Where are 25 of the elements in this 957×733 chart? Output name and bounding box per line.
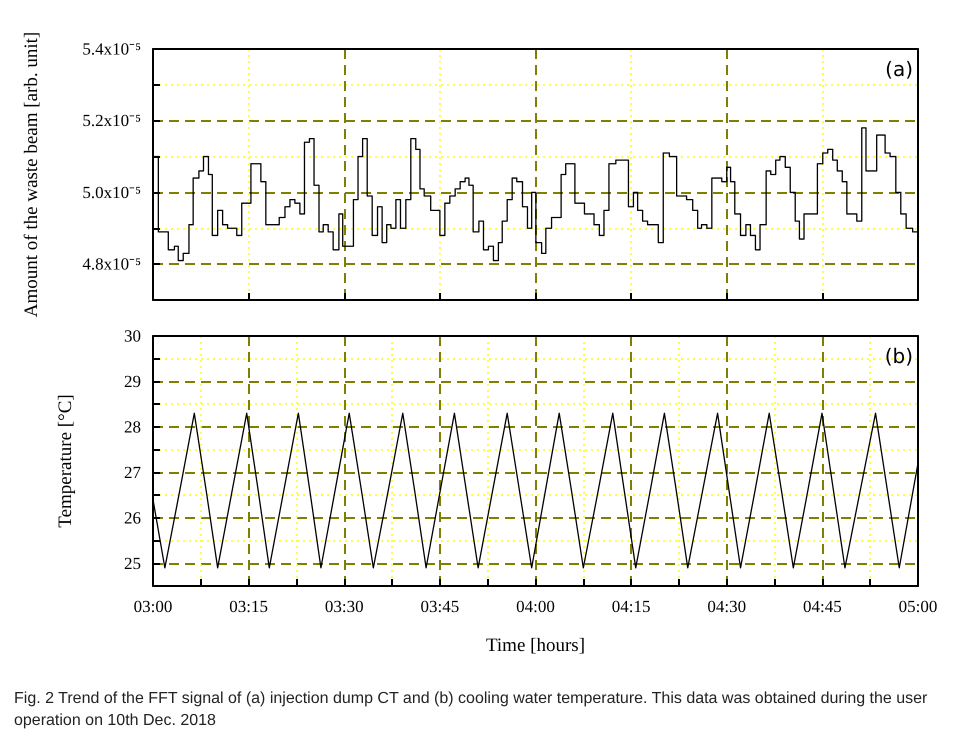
y-tick-label: 28: [124, 417, 141, 436]
y-axis-title: Temperature [°C]: [55, 394, 76, 528]
x-tick-label: 03:00: [134, 597, 172, 616]
x-tick-label: 03:45: [420, 597, 460, 616]
caption: Fig. 2 Trend of the FFT signal of (a) injection dump CT and (b) cooling water temperature. This data was obtained during the user operation on 10th Dec. 2018: [14, 689, 928, 731]
y-tick-label: 27: [124, 462, 142, 482]
x-axis-title: Time [hours]: [486, 635, 586, 656]
y-tick-label: 5.2x10⁻⁵: [82, 111, 142, 130]
y-tick-label: 29: [124, 372, 141, 391]
y-tick-label: 30: [124, 326, 141, 346]
x-tick-label: 03:30: [324, 597, 364, 616]
y-tick-label: 26: [124, 508, 141, 528]
annotation: (b): [884, 344, 914, 368]
y-axis-title: Amount of the waste beam [arb. unit]: [21, 32, 42, 318]
x-tick-label: 04:15: [612, 597, 650, 616]
y-tick-label: 25: [124, 554, 141, 573]
y-tick-label: 4.8x10⁻⁵: [82, 254, 142, 274]
x-tick-label: 03:15: [229, 597, 268, 616]
x-tick-label: 04:30: [707, 597, 746, 616]
annotation: (a): [885, 57, 914, 81]
x-tick-label: 04:00: [516, 597, 555, 616]
x-tick-label: 05:00: [898, 597, 938, 616]
x-tick-label: 04:45: [803, 597, 842, 616]
y-tick-label: 5.0x10⁻⁵: [82, 182, 142, 202]
y-tick-label: 5.4x10⁻⁵: [82, 40, 142, 58]
